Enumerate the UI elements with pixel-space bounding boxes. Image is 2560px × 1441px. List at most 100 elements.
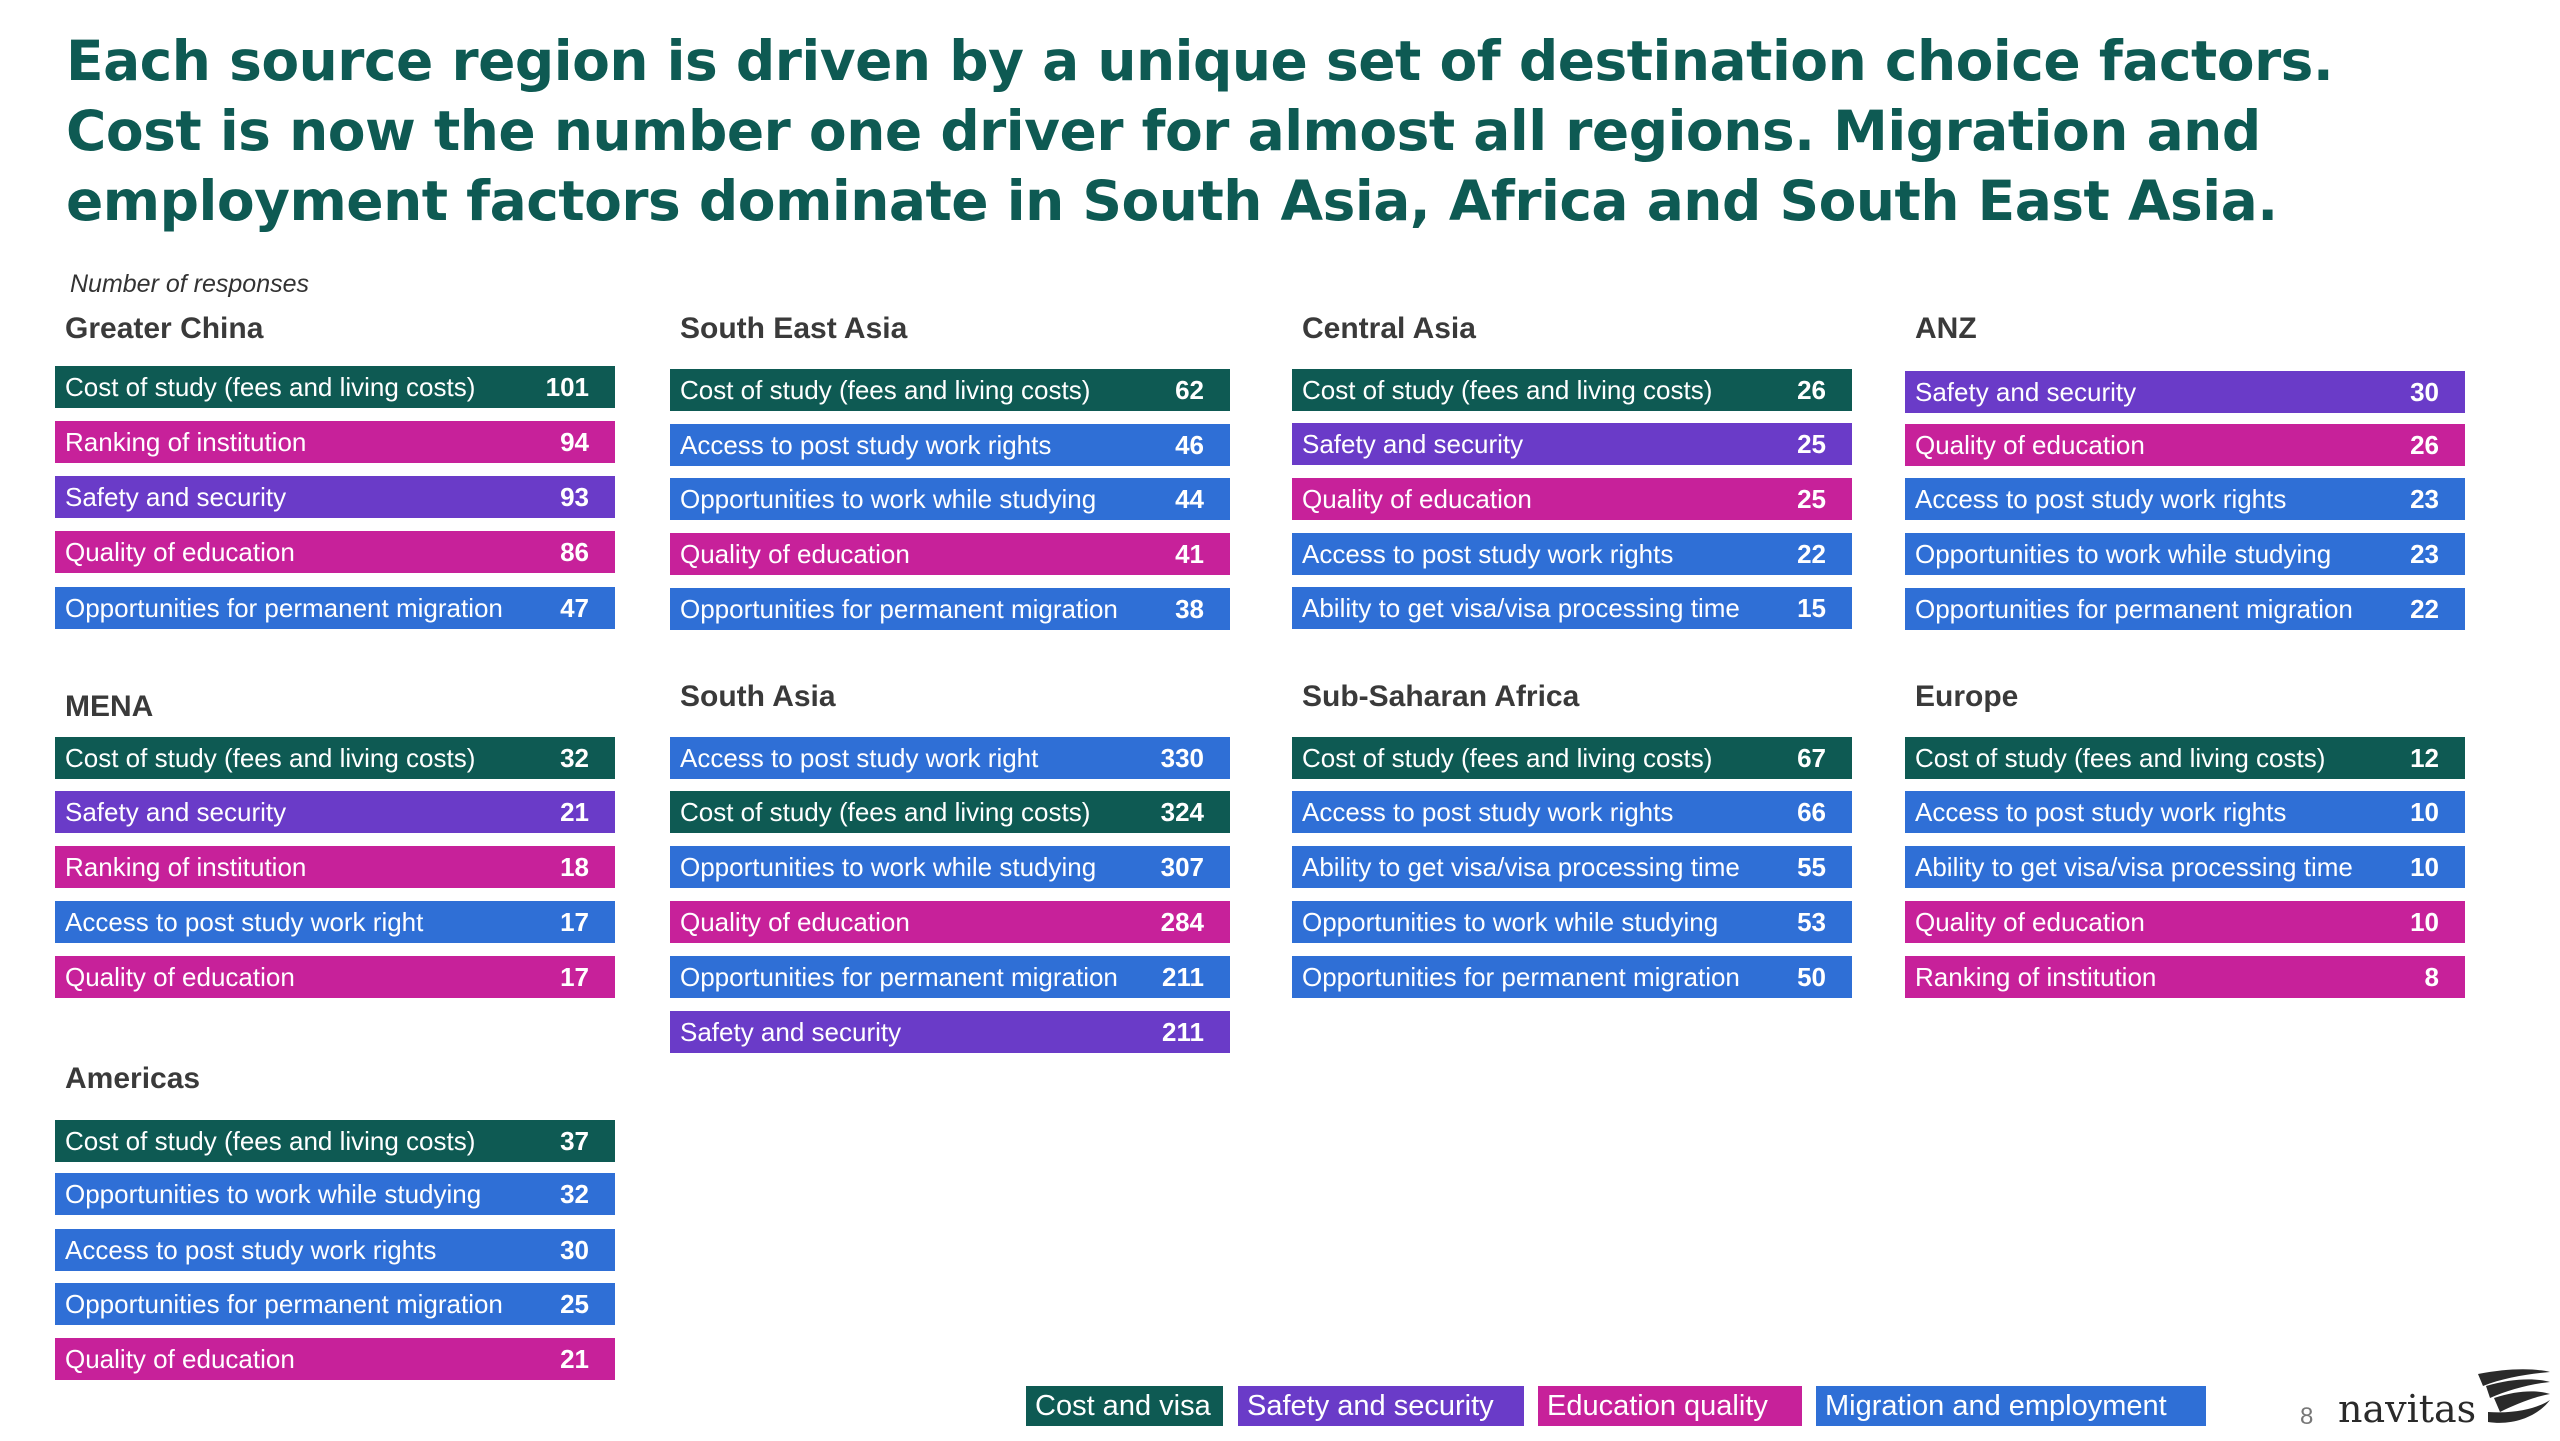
factor-label: Quality of education	[1302, 484, 1532, 514]
legend-item-education: Education quality	[1538, 1386, 1802, 1426]
factor-label: Ability to get visa/visa processing time	[1915, 852, 2353, 882]
factor-value: 67	[1797, 743, 1826, 773]
factor-row: Opportunities to work while studying 23	[1905, 533, 2465, 575]
factor-row: Opportunities for permanent migration 50	[1292, 956, 1852, 998]
factor-value: 21	[560, 1344, 589, 1374]
factor-label: Safety and security	[65, 482, 287, 512]
factor-label: Access to post study work rights	[680, 430, 1052, 460]
factor-label: Opportunities for permanent migration	[1302, 962, 1740, 992]
factor-label: Access to post study work rights	[1302, 797, 1674, 827]
legend-item-cost: Cost and visa	[1026, 1386, 1223, 1426]
factor-label: Cost of study (fees and living costs)	[65, 372, 476, 402]
factor-label: Opportunities to work while studying	[65, 1179, 482, 1209]
factor-value: 53	[1797, 907, 1826, 937]
factor-label: Opportunities for permanent migration	[680, 962, 1118, 992]
factor-label: Access to post study work right	[65, 907, 424, 937]
factor-label: Ranking of institution	[65, 852, 307, 882]
factor-row: Quality of education 284	[670, 901, 1230, 943]
factor-row: Access to post study work right 330	[670, 737, 1230, 779]
factor-row: Cost of study (fees and living costs) 12	[1905, 737, 2465, 779]
factor-label: Quality of education	[65, 962, 295, 992]
factor-value: 86	[560, 537, 589, 567]
region-heading: Central Asia	[1302, 312, 1476, 345]
factor-row: Access to post study work rights 23	[1905, 478, 2465, 520]
factor-value: 50	[1797, 962, 1826, 992]
factor-value: 17	[560, 962, 589, 992]
factor-value: 37	[560, 1126, 589, 1156]
factor-row: Safety and security 25	[1292, 423, 1852, 465]
factor-label: Access to post study work right	[680, 743, 1039, 773]
factor-label: Quality of education	[680, 539, 910, 569]
factor-label: Cost of study (fees and living costs)	[65, 743, 476, 773]
factor-value: 32	[560, 743, 589, 773]
factor-value: 38	[1175, 594, 1204, 624]
region-heading: South Asia	[680, 680, 836, 713]
factor-value: 25	[1797, 429, 1826, 459]
factor-row: Opportunities for permanent migration 211	[670, 956, 1230, 998]
factor-row: Quality of education 25	[1292, 478, 1852, 520]
factor-label: Access to post study work rights	[65, 1235, 437, 1265]
region-heading: Americas	[65, 1062, 201, 1095]
factor-value: 10	[2410, 852, 2439, 882]
factor-value: 94	[560, 427, 589, 457]
factor-label: Cost of study (fees and living costs)	[1302, 743, 1713, 773]
factor-row: Opportunities to work while studying 32	[55, 1173, 615, 1215]
page-number: 8	[2300, 1403, 2314, 1430]
factor-row: Opportunities for permanent migration 47	[55, 587, 615, 629]
region-heading: Greater China	[65, 312, 264, 345]
factor-value: 30	[560, 1235, 589, 1265]
factor-row: Ranking of institution 94	[55, 421, 615, 463]
factor-value: 25	[560, 1289, 589, 1319]
factor-value: 307	[1160, 852, 1204, 882]
factor-value: 101	[545, 372, 589, 402]
factor-row: Cost of study (fees and living costs) 67	[1292, 737, 1852, 779]
factor-label: Opportunities to work while studying	[1302, 907, 1719, 937]
page-title: Each source region is driven by a unique…	[66, 29, 2334, 233]
factor-label: Cost of study (fees and living costs)	[65, 1126, 476, 1156]
factor-value: 41	[1175, 539, 1204, 569]
factor-row: Opportunities to work while studying 53	[1292, 901, 1852, 943]
factor-label: Opportunities for permanent migration	[65, 593, 503, 623]
factor-value: 211	[1162, 962, 1204, 992]
factor-row: Safety and security 21	[55, 791, 615, 833]
factor-label: Safety and security	[1915, 377, 2137, 407]
factor-value: 32	[560, 1179, 589, 1209]
factor-value: 93	[560, 482, 589, 512]
factor-value: 17	[560, 907, 589, 937]
factor-row: Quality of education 21	[55, 1338, 615, 1380]
factor-label: Quality of education	[65, 1344, 295, 1374]
factor-row: Safety and security 211	[670, 1011, 1230, 1053]
region-heading: MENA	[65, 690, 154, 723]
factor-value: 22	[2410, 594, 2439, 624]
region-heading: Sub-Saharan Africa	[1302, 680, 1580, 713]
factor-row: Cost of study (fees and living costs) 26	[1292, 369, 1852, 411]
factor-row: Cost of study (fees and living costs) 37	[55, 1120, 615, 1162]
factor-label: Ability to get visa/visa processing time	[1302, 593, 1740, 623]
factor-row: Access to post study work rights 22	[1292, 533, 1852, 575]
legend-item-safety: Safety and security	[1238, 1386, 1524, 1426]
factor-value: 26	[2410, 430, 2439, 460]
factor-label: Access to post study work rights	[1302, 539, 1674, 569]
factor-value: 18	[560, 852, 589, 882]
factor-label: Opportunities to work while studying	[680, 852, 1097, 882]
factor-value: 324	[1160, 797, 1204, 827]
factor-label: Access to post study work rights	[1915, 797, 2287, 827]
factor-label: Access to post study work rights	[1915, 484, 2287, 514]
factor-label: Safety and security	[680, 1017, 902, 1047]
factor-row: Quality of education 26	[1905, 424, 2465, 466]
factor-value: 22	[1797, 539, 1826, 569]
region-heading: South East Asia	[680, 312, 908, 345]
factor-row: Opportunities for permanent migration 38	[670, 588, 1230, 630]
factor-row: Opportunities for permanent migration 22	[1905, 588, 2465, 630]
factor-label: Quality of education	[65, 537, 295, 567]
factor-label: Ranking of institution	[65, 427, 307, 457]
factor-label: Ability to get visa/visa processing time	[1302, 852, 1740, 882]
factor-row: Access to post study work right 17	[55, 901, 615, 943]
factor-label: Opportunities for permanent migration	[1915, 594, 2353, 624]
factor-value: 66	[1797, 797, 1826, 827]
factor-row: Access to post study work rights 46	[670, 424, 1230, 466]
factor-label: Opportunities for permanent migration	[680, 594, 1118, 624]
factor-row: Access to post study work rights 30	[55, 1229, 615, 1271]
factor-label: Cost of study (fees and living costs)	[680, 797, 1091, 827]
factor-row: Cost of study (fees and living costs) 101	[55, 366, 615, 408]
